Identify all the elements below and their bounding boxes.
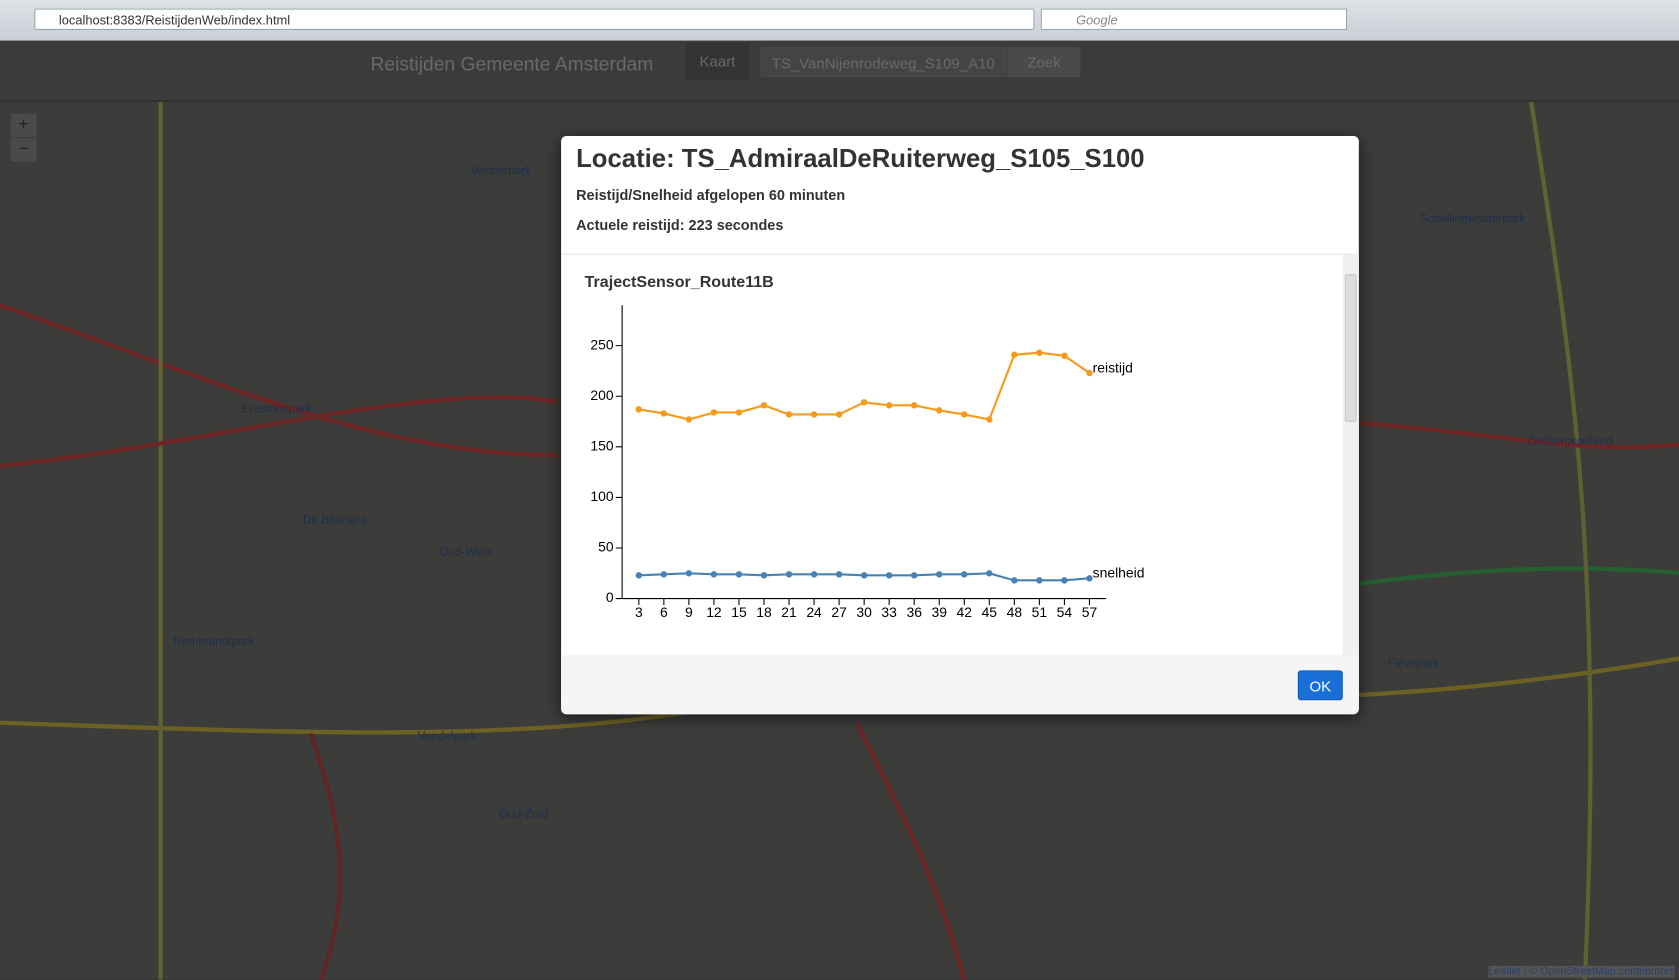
point: [860, 572, 868, 579]
map-label: Vondelpark: [418, 730, 477, 743]
point: [710, 409, 718, 416]
point: [961, 571, 968, 578]
point: [986, 570, 993, 577]
point: [635, 406, 643, 413]
address-bar[interactable]: localhost:8383/ReistijdenWeb/index.html: [34, 8, 1035, 30]
point: [735, 409, 743, 416]
modal: Locatie: TS_AdmiraalDeRuiterweg_S105_S10…: [561, 135, 1359, 715]
point: [785, 571, 793, 578]
modal-footer: OK: [561, 655, 1359, 715]
y-tick-label: 0: [606, 589, 614, 605]
y-tick-label: 200: [590, 387, 613, 403]
point: [710, 571, 718, 578]
x-tick-label: 33: [881, 604, 897, 620]
nav-item[interactable]: Kaart: [685, 42, 750, 80]
point: [885, 572, 893, 579]
map-label: Flevopark: [1388, 657, 1440, 670]
map-label: Oud-Zuid: [499, 808, 548, 821]
x-tick-label: 12: [706, 604, 722, 620]
point: [810, 411, 818, 418]
map-label: Schellingwoudepark: [1420, 213, 1525, 226]
point: [1061, 352, 1068, 359]
zoom-in[interactable]: +: [10, 113, 37, 138]
x-tick-label: 39: [932, 604, 948, 620]
y-tick-label: 250: [590, 336, 613, 352]
y-tick-label: 100: [590, 488, 613, 504]
point: [1011, 577, 1018, 584]
modal-title: Locatie: TS_AdmiraalDeRuiterweg_S105_S10…: [576, 144, 1145, 174]
x-tick-label: 24: [806, 604, 822, 620]
point: [1036, 577, 1043, 584]
search-button[interactable]: Zoek: [1007, 47, 1081, 78]
x-tick-label: 54: [1057, 604, 1073, 620]
point: [685, 416, 693, 423]
y-tick-label: 50: [598, 539, 614, 555]
map-label: Oud-West: [439, 546, 492, 559]
x-tick-label: 3: [635, 604, 643, 620]
browser-bar: localhost:8383/ReistijdenWeb/index.html …: [0, 0, 1679, 41]
x-tick-label: 6: [660, 604, 668, 620]
x-tick-label: 18: [756, 604, 772, 620]
point: [910, 402, 918, 409]
point: [1036, 349, 1043, 356]
modal-body: TrajectSensor_Route11B 0 50 100 150 200 250 3 6…: [561, 253, 1359, 657]
scroll-thumb[interactable]: [1344, 274, 1357, 422]
point: [835, 571, 843, 578]
modal-subtitle: Reistijd/Snelheid afgelopen 60 minuten: [576, 187, 846, 204]
search-bar[interactable]: Google: [1040, 8, 1348, 30]
point: [1086, 369, 1093, 377]
point: [910, 572, 918, 579]
point: [885, 402, 893, 409]
x-tick-label: 15: [731, 604, 747, 620]
point: [810, 571, 818, 578]
point: [961, 411, 968, 418]
point: [685, 570, 693, 577]
x-tick-label: 9: [685, 604, 693, 620]
y-tick-label: 150: [590, 437, 613, 453]
series-label: reistijd: [1093, 359, 1133, 375]
series-label: snelheid: [1093, 565, 1145, 581]
map-label: Zeeburgereiland: [1527, 434, 1613, 447]
scrollbar[interactable]: [1342, 254, 1359, 656]
x-tick-label: 27: [831, 604, 847, 620]
x-tick-label: 48: [1007, 604, 1023, 620]
map-label: Westerpark: [471, 165, 531, 178]
zoom-out[interactable]: −: [10, 138, 37, 162]
point: [635, 572, 643, 579]
point: [986, 416, 993, 423]
x-tick-label: 57: [1082, 604, 1098, 620]
point: [760, 572, 768, 579]
point: [936, 407, 943, 414]
point: [1061, 577, 1068, 584]
x-tick-label: 36: [906, 604, 922, 620]
series-line: [638, 351, 1091, 421]
point: [735, 571, 743, 578]
map-label: Rembrandtpark: [173, 636, 254, 649]
point: [936, 571, 943, 578]
map-label: Erasmuspark: [242, 402, 311, 415]
attribution: Leaflet | © OpenStreetMap contributors: [1488, 965, 1675, 978]
point: [835, 411, 843, 418]
point: [660, 410, 668, 417]
search-input[interactable]: TS_VanNijenrodeweg_S109_A10: [760, 47, 1007, 78]
point: [1086, 575, 1093, 582]
point: [760, 402, 768, 409]
x-tick-label: 42: [957, 604, 973, 620]
x-tick-label: 45: [982, 604, 998, 620]
x-tick-label: 51: [1032, 604, 1048, 620]
x-tick-label: 21: [781, 604, 797, 620]
point: [1011, 351, 1018, 358]
brand[interactable]: Reistijden Gemeente Amsterdam: [370, 53, 654, 75]
point: [660, 571, 668, 578]
chart-title: TrajectSensor_Route11B: [585, 273, 774, 291]
map-label: De Baarsjes: [303, 514, 367, 527]
ok-button[interactable]: OK: [1297, 670, 1343, 701]
point: [785, 411, 793, 418]
point: [860, 399, 868, 406]
x-tick-label: 30: [856, 604, 872, 620]
current-time: Actuele reistijd: 223 secondes: [576, 217, 784, 234]
